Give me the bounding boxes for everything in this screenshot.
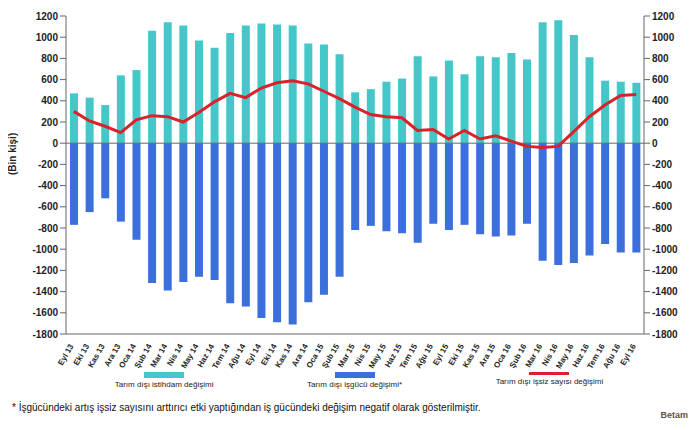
html-text:Tarım dışı işsiz sayısı değişi: Tarım dışı işsiz sayısı değişimi [495,377,604,386]
svg-text:Şub 15: Şub 15 [320,342,342,370]
html-text:* İşgücündeki artış işsiz sayı: * İşgücündeki artış işsiz sayısını arttı… [12,402,481,413]
html-text:Tarım dışı işgücü değişimi*: Tarım dışı işgücü değişimi* [307,380,403,389]
html-text:Tarım dışı istihdam değişimi: Tarım dışı istihdam değişimi [114,380,214,389]
svg-text:Ara 14: Ara 14 [289,342,310,369]
svg-text:Nis 15: Nis 15 [352,342,373,368]
svg-text:Kas 15: Kas 15 [461,342,482,370]
svg-text:-1000: -1000 [32,244,58,255]
svg-text:-400: -400 [38,180,58,191]
svg-text:Kas 14: Kas 14 [273,342,295,370]
svg-text:Kas 13: Kas 13 [86,342,107,370]
svg-text:Eki 13: Eki 13 [71,342,92,367]
svg-text:Şub 16: Şub 16 [507,342,529,370]
svg-text:Ağu 16: Ağu 16 [601,342,622,370]
svg-text:Haz 14: Haz 14 [195,342,217,369]
svg-text:Eyl 14: Eyl 14 [243,342,263,367]
svg-text:Haz 15: Haz 15 [383,342,404,369]
svg-text:-600: -600 [652,201,672,212]
svg-text:1200: 1200 [652,11,675,22]
svg-text:600: 600 [41,74,58,85]
svg-text:800: 800 [652,53,669,64]
svg-text:-1000: -1000 [652,244,678,255]
svg-text:600: 600 [652,74,669,85]
svg-text:-1200: -1200 [652,265,678,276]
svg-text:-800: -800 [38,223,58,234]
svg-text:Mar 16: Mar 16 [524,342,545,369]
svg-text:Mar 14: Mar 14 [149,342,170,369]
svg-text:-1600: -1600 [652,307,678,318]
svg-text:Eyl 13: Eyl 13 [56,342,76,367]
svg-text:Nis 14: Nis 14 [165,342,185,368]
svg-text:0: 0 [52,138,58,149]
svg-text:-200: -200 [38,159,58,170]
svg-text:Nis 16: Nis 16 [540,342,560,368]
svg-text:(Bin kişi): (Bin kişi) [8,133,18,175]
svg-text:-1800: -1800 [652,329,678,340]
svg-text:Oca 16: Oca 16 [492,342,513,370]
svg-text:400: 400 [652,95,669,106]
svg-text:200: 200 [41,117,58,128]
svg-text:-200: -200 [652,159,672,170]
svg-text:1200: 1200 [36,11,59,22]
svg-text:1000: 1000 [36,32,59,43]
html-text:Betam: Betam [660,410,688,420]
svg-text:Şub 14: Şub 14 [132,342,154,370]
svg-text:200: 200 [652,117,669,128]
svg-text:Eyl 15: Eyl 15 [431,342,451,367]
svg-text:Ara 15: Ara 15 [477,342,498,369]
svg-text:-800: -800 [652,223,672,234]
svg-text:Eki 15: Eki 15 [446,342,467,367]
svg-text:-1800: -1800 [32,329,58,340]
svg-text:Mar 15: Mar 15 [336,342,357,369]
svg-text:Eyl 16: Eyl 16 [619,342,639,367]
svg-text:Oca 15: Oca 15 [304,342,326,370]
svg-text:-1600: -1600 [32,307,58,318]
svg-text:-1400: -1400 [652,286,678,297]
svg-text:400: 400 [41,95,58,106]
svg-text:Oca 14: Oca 14 [117,342,138,370]
svg-text:Ara 13: Ara 13 [102,342,123,369]
svg-text:-1400: -1400 [32,286,58,297]
svg-text:-1200: -1200 [32,265,58,276]
svg-text:Eki 14: Eki 14 [259,342,279,367]
svg-text:-600: -600 [38,201,58,212]
svg-text:-400: -400 [652,180,672,191]
svg-text:Haz 16: Haz 16 [570,342,592,369]
svg-text:800: 800 [41,53,58,64]
svg-text:Ağu 15: Ağu 15 [414,342,435,370]
svg-text:1000: 1000 [652,32,675,43]
svg-text:Ağu 14: Ağu 14 [226,342,247,370]
svg-text:0: 0 [652,138,658,149]
